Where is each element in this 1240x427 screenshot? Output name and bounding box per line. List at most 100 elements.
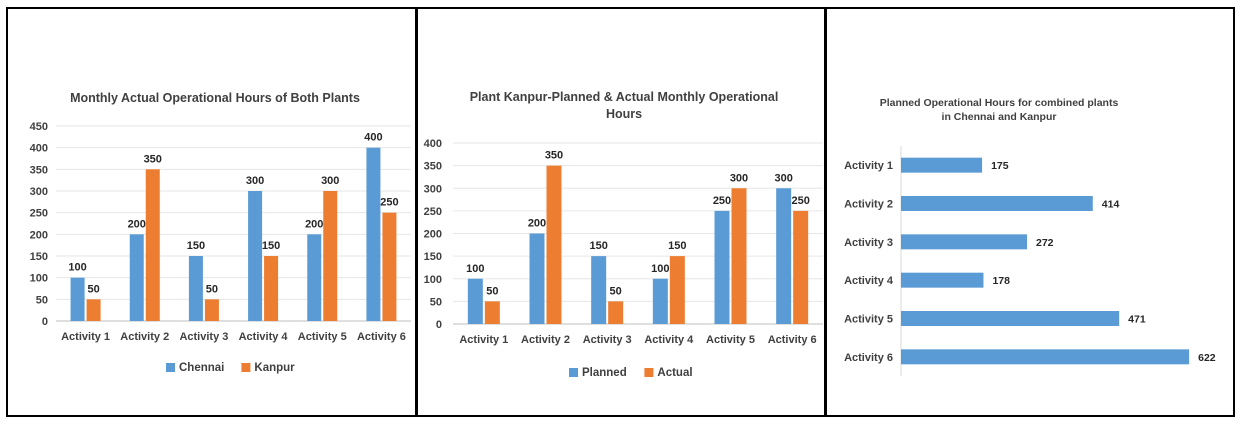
y-tick-label: 200 [424, 229, 442, 241]
data-label: 150 [668, 240, 686, 252]
data-label: 250 [713, 195, 731, 207]
legend-label-kanpur: Kanpur [254, 362, 295, 374]
chart-title: Monthly Actual Operational Hours of Both… [70, 91, 360, 105]
chart-combined-planned-hours: Planned Operational Hours for combined p… [844, 97, 1216, 376]
x-tick-label: Activity 4 [239, 331, 289, 343]
data-label: 150 [187, 240, 205, 252]
bar-planned-activity-3 [591, 256, 607, 324]
bar-planned-activity-4 [652, 278, 668, 324]
bar-kanpur-activity-6 [382, 212, 397, 321]
bar-actual-activity-2 [546, 165, 562, 324]
y-tick-label: Activity 6 [844, 352, 893, 364]
bar-activity-1 [901, 157, 983, 173]
y-tick-label: 250 [30, 208, 48, 220]
data-label: 50 [486, 285, 498, 297]
data-label: 150 [589, 240, 607, 252]
y-tick-label: 0 [42, 316, 48, 328]
y-tick-label: 350 [30, 164, 48, 176]
data-label: 200 [528, 218, 546, 230]
y-tick-label: 450 [30, 121, 48, 133]
data-label: 100 [466, 263, 484, 275]
bar-chennai-activity-3 [188, 256, 203, 321]
chart-panel-actual-hours: Monthly Actual Operational Hours of Both… [6, 7, 417, 417]
data-label: 471 [1128, 314, 1146, 326]
y-tick-label: 50 [430, 296, 442, 308]
bar-chennai-activity-5 [307, 234, 322, 321]
bar-chennai-activity-1 [70, 277, 85, 321]
bar-planned-activity-1 [467, 278, 483, 324]
y-tick-label: 300 [30, 186, 48, 198]
y-tick-label: Activity 1 [844, 160, 893, 172]
y-tick-label: 0 [436, 319, 442, 331]
bar-planned-activity-2 [529, 233, 545, 324]
bar-chennai-activity-2 [129, 234, 144, 321]
x-tick-label: Activity 1 [61, 331, 110, 343]
legend-swatch [241, 363, 251, 372]
data-label: 50 [87, 283, 99, 295]
y-tick-label: 100 [424, 274, 442, 286]
data-label: 150 [262, 240, 280, 252]
y-tick-label: Activity 4 [844, 275, 894, 287]
y-tick-label: 50 [36, 294, 48, 306]
bar-kanpur-activity-4 [264, 256, 279, 321]
chart-kanpur-planned-actual: Plant Kanpur-Planned & Actual Monthly Op… [424, 90, 823, 379]
data-label: 272 [1036, 237, 1054, 249]
chart-title: Plant Kanpur-Planned & Actual Monthly Op… [470, 90, 779, 104]
chart-panel-combined-planned: Planned Operational Hours for combined p… [825, 7, 1235, 417]
data-label: 178 [992, 275, 1010, 287]
y-tick-label: 400 [30, 143, 48, 155]
y-tick-label: 150 [424, 251, 442, 263]
data-label: 300 [246, 175, 264, 187]
data-label: 414 [1102, 199, 1120, 211]
x-tick-label: Activity 4 [644, 334, 694, 346]
x-tick-label: Activity 6 [357, 331, 406, 343]
chart-title: Hours [606, 107, 642, 121]
x-tick-label: Activity 3 [583, 334, 632, 346]
data-label: 622 [1198, 352, 1216, 364]
chart-title: Planned Operational Hours for combined p… [880, 97, 1119, 109]
y-tick-label: Activity 2 [844, 199, 893, 211]
bar-kanpur-activity-2 [145, 169, 160, 321]
chart-actual-hours-both-plants: Monthly Actual Operational Hours of Both… [30, 91, 411, 374]
data-label: 400 [364, 132, 382, 144]
bar-activity-2 [901, 196, 1093, 211]
data-label: 250 [791, 195, 809, 207]
bar-actual-activity-6 [793, 210, 809, 324]
y-tick-label: 400 [424, 138, 442, 150]
x-tick-label: Activity 2 [521, 334, 570, 346]
bar-activity-3 [901, 234, 1027, 250]
legend-label-actual: Actual [657, 367, 692, 379]
x-tick-label: Activity 6 [768, 334, 817, 346]
bar-activity-4 [901, 272, 984, 288]
data-label: 250 [380, 197, 398, 209]
bar-actual-activity-3 [608, 301, 624, 324]
bar-planned-activity-5 [714, 210, 730, 324]
x-tick-label: Activity 3 [179, 331, 228, 343]
data-label: 50 [610, 285, 622, 297]
y-tick-label: Activity 5 [844, 314, 893, 326]
y-tick-label: 250 [424, 206, 442, 218]
legend-swatch [644, 368, 654, 377]
y-tick-label: 150 [30, 251, 48, 263]
bar-chennai-activity-4 [248, 191, 263, 321]
chart-panel-kanpur-planned-actual: Plant Kanpur-Planned & Actual Monthly Op… [416, 7, 826, 417]
data-label: 350 [545, 150, 563, 162]
bar-chennai-activity-6 [366, 147, 381, 321]
data-label: 50 [206, 283, 218, 295]
bar-activity-6 [901, 349, 1190, 365]
bar-activity-5 [901, 311, 1120, 326]
bar-kanpur-activity-5 [323, 191, 338, 321]
legend-swatch [569, 368, 578, 377]
data-label: 300 [321, 175, 339, 187]
y-tick-label: 100 [30, 273, 48, 285]
bar-actual-activity-5 [731, 188, 747, 324]
data-label: 300 [774, 172, 792, 184]
data-label: 200 [128, 218, 146, 230]
data-label: 100 [68, 262, 86, 274]
legend-label-chennai: Chennai [179, 362, 224, 374]
y-tick-label: 350 [424, 161, 442, 173]
chart-title: in Chennai and Kanpur [942, 111, 1057, 123]
bar-actual-activity-4 [669, 256, 685, 324]
bar-kanpur-activity-3 [204, 299, 219, 321]
y-tick-label: 300 [424, 183, 442, 195]
